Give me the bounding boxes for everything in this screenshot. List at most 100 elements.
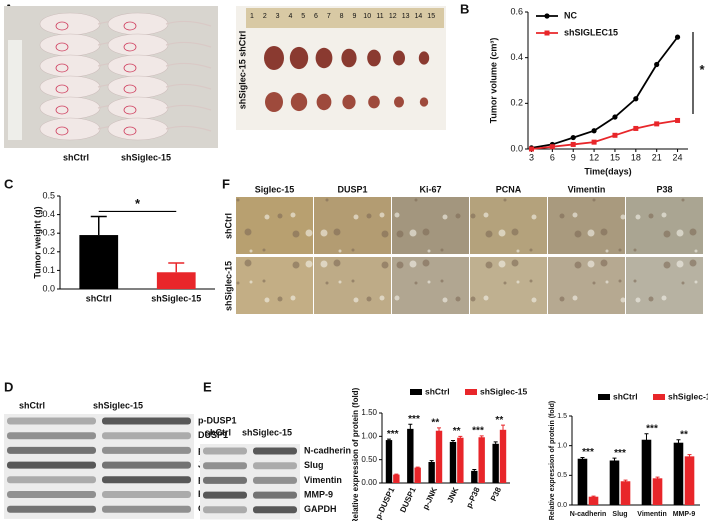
ruler-number: 15 — [427, 13, 435, 20]
tumor — [418, 51, 430, 65]
band-label: GAPDH — [304, 504, 337, 514]
tissue-spot — [320, 260, 328, 268]
micrograph — [626, 197, 703, 254]
tissue-spot — [681, 281, 685, 285]
data-point — [591, 139, 597, 145]
x-tick-label: 24 — [673, 152, 683, 162]
panel-letter: E — [203, 379, 212, 394]
tissue-spot — [427, 280, 431, 284]
blot-band — [7, 417, 96, 425]
ruler — [246, 8, 444, 28]
tissue-spot — [351, 279, 355, 283]
tissue-spot — [620, 214, 626, 220]
tissue-spot — [366, 213, 372, 219]
panel-letter: F — [222, 176, 230, 191]
blot-band — [203, 506, 247, 514]
tissue-spot — [618, 279, 622, 283]
ruler-number: 9 — [352, 13, 356, 20]
tissue-spot — [592, 198, 596, 202]
column-label: Vimentin — [568, 184, 606, 194]
lane-label: shSiglec-15 — [93, 400, 143, 410]
error-bar — [90, 215, 107, 236]
significance: ** — [680, 429, 688, 440]
bar — [407, 428, 414, 483]
tissue-spot — [689, 228, 697, 236]
error-bar — [493, 441, 498, 446]
column-label: PCNA — [496, 184, 522, 194]
blot-band — [102, 417, 191, 425]
data-point — [591, 128, 597, 134]
bar — [652, 478, 663, 505]
tissue-spot — [485, 230, 493, 238]
mouse — [107, 117, 169, 141]
tissue-spot — [681, 198, 685, 202]
tissue-spot — [498, 260, 506, 268]
x-tick-label: p-P38 — [464, 485, 482, 509]
micrograph — [314, 257, 391, 314]
bar — [156, 272, 196, 289]
error-bar — [591, 495, 596, 498]
data-point — [675, 117, 681, 123]
tissue-spot — [470, 213, 476, 219]
series-line — [531, 36, 679, 149]
bar — [588, 496, 599, 505]
tumor — [393, 50, 405, 66]
tissue-spot — [414, 198, 418, 202]
tissue-spot — [338, 280, 342, 284]
tissue-spot — [485, 261, 493, 269]
ruler-number: 4 — [288, 13, 292, 20]
band-label: N-cadherin — [304, 445, 351, 455]
tissue-spot — [676, 260, 684, 268]
error-bar — [501, 424, 506, 435]
series-line — [531, 119, 678, 150]
bar — [428, 462, 435, 483]
tissue-spot — [292, 230, 300, 238]
blot-band — [253, 447, 297, 455]
micrograph — [470, 197, 547, 254]
x-tick-label: p-JNK — [421, 486, 439, 511]
x-tick-label: 15 — [610, 152, 620, 162]
y-tick-label: 0.0 — [510, 143, 523, 153]
y-tick-label: 0.6 — [510, 6, 523, 16]
ruler-number: 13 — [402, 13, 410, 20]
ruler-number: 7 — [327, 13, 331, 20]
tissue-spot — [396, 261, 404, 269]
blot-band — [102, 461, 191, 469]
x-tick-label: P38 — [489, 485, 503, 502]
ruler-number: 11 — [376, 13, 383, 20]
error-bar — [429, 460, 434, 464]
significance: *** — [582, 447, 594, 458]
tumor — [290, 92, 308, 112]
ruler-number: 12 — [389, 13, 397, 20]
bar — [79, 235, 119, 289]
tissue-spot — [414, 281, 418, 285]
error-bar — [612, 457, 617, 463]
tissue-spot — [587, 260, 595, 268]
mouse — [39, 33, 101, 57]
side-label: shSiglec-15 shCtrl — [237, 31, 247, 110]
band-label: p-DUSP1 — [198, 415, 237, 425]
tissue-spot — [559, 296, 565, 302]
x-tick-label: 6 — [550, 152, 555, 162]
significance: *** — [408, 414, 420, 425]
x-tick-label: JNK — [445, 486, 460, 505]
bar — [684, 456, 695, 505]
tissue-spot — [325, 198, 329, 202]
column-label: Ki-67 — [419, 184, 441, 194]
y-tick-label: 0.5 — [557, 472, 567, 479]
lane-label: shCtrl — [205, 427, 231, 437]
panel-letter: D — [4, 379, 13, 394]
band-label: DUSP1 — [198, 430, 228, 440]
x-tick-label: shSiglec-15 — [151, 293, 201, 303]
data-point — [570, 141, 576, 147]
tumor — [342, 94, 356, 110]
x-tick-label: DUSP1 — [398, 485, 418, 513]
panel-letter: C — [4, 176, 14, 191]
data-point — [654, 121, 660, 127]
tissue-spot — [676, 229, 684, 237]
y-tick-label: 0.0 — [42, 283, 55, 293]
blot-band — [7, 461, 96, 469]
tissue-spot — [661, 295, 667, 301]
x-tick-label: Vimentin — [637, 511, 666, 518]
